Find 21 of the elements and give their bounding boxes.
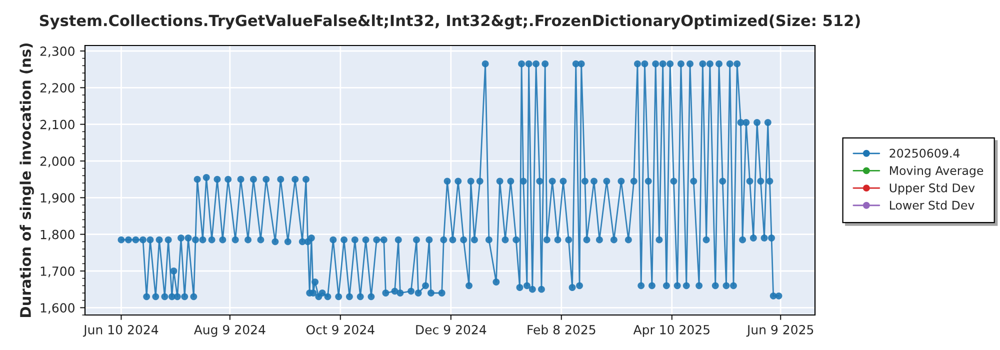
x-tick-label: Feb 8 2025: [528, 324, 596, 334]
y-tick-label: 2,300: [40, 46, 74, 58]
y-tick-label: 1,800: [40, 230, 74, 241]
legend-label: Lower Std Dev: [890, 200, 974, 210]
y-tick-label: 1,600: [40, 303, 74, 314]
y-tick-label: 2,000: [40, 156, 74, 168]
x-tick-label: Apr 10 2025: [633, 324, 710, 337]
y-tick-label: 1,900: [40, 193, 74, 204]
legend-label: Moving Average: [890, 166, 984, 178]
x-tick-label: Jun 10 2024: [82, 324, 158, 337]
y-tick-label: 1,700: [40, 266, 74, 278]
legend-label: Upper Std Dev: [890, 183, 975, 195]
legend-label: 20250609.4: [890, 148, 960, 158]
x-tick-label: Jun 9 2025: [746, 324, 814, 337]
x-tick-label: Dec 9 2024: [416, 324, 486, 334]
y-tick-label: 2,200: [40, 83, 74, 94]
y-axis-title: Duration of single invocation (ns): [20, 43, 34, 317]
x-tick-label: Aug 9 2024: [194, 324, 266, 337]
chart-title: System.Collections.TryGetValueFalse&lt;Int32, Int32&gt;.FrozenDictionaryOptimized(Size: 512): [40, 14, 860, 30]
y-tick-label: 2,100: [40, 120, 74, 131]
x-tick-label: Oct 9 2024: [306, 324, 374, 334]
